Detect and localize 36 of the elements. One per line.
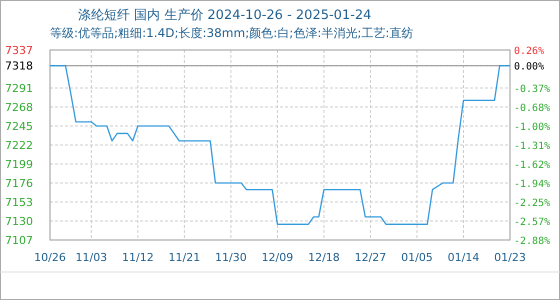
y2-tick-label: 0.00% bbox=[514, 62, 544, 73]
line-series bbox=[49, 65, 511, 225]
y-tick-label: 7130 bbox=[5, 215, 33, 228]
y-tick-label: 7245 bbox=[5, 120, 33, 133]
y-tick-label: 7222 bbox=[5, 139, 33, 152]
x-tick-label: 01/23 bbox=[494, 251, 526, 264]
y2-tick-label: -1.62% bbox=[514, 160, 550, 171]
y2-tick-label: -1.00% bbox=[514, 122, 550, 134]
x-tick-label: 10/26 bbox=[34, 251, 66, 264]
y2-tick-label: 0.26% bbox=[514, 46, 544, 57]
x-tick-label: 12/27 bbox=[354, 251, 386, 264]
x-tick-label: 11/21 bbox=[168, 251, 200, 264]
y2-tick-label: -2.25% bbox=[514, 198, 550, 209]
y-tick-label: 7318 bbox=[5, 60, 33, 73]
y-tick-label: 7291 bbox=[5, 82, 33, 95]
y-tick-label: 7268 bbox=[5, 101, 33, 114]
y-tick-label: 7153 bbox=[5, 196, 33, 209]
x-tick-label: 12/18 bbox=[308, 251, 340, 264]
y2-tick-label: -0.37% bbox=[514, 84, 550, 96]
y-tick-label: 7337 bbox=[5, 44, 33, 57]
y2-tick-label: -2.57% bbox=[514, 217, 550, 228]
y2-tick-label: -1.94% bbox=[514, 179, 550, 190]
x-tick-label: 01/14 bbox=[448, 251, 480, 264]
y-tick-label: 7199 bbox=[5, 158, 33, 171]
chart-subtitle: 等级:优等品;粗细:1.4D;长度:38mm;颜色:白;色泽:半消光;工艺:直纺 bbox=[50, 26, 414, 40]
y-tick-label: 7176 bbox=[5, 177, 33, 190]
chart-title: 涤纶短纤 国内 生产价 2024-10-26 - 2025-01-24 bbox=[78, 8, 372, 23]
y-tick-label: 7107 bbox=[5, 234, 33, 247]
x-tick-label: 01/05 bbox=[401, 251, 433, 264]
x-tick-label: 11/30 bbox=[215, 251, 247, 264]
y2-tick-label: -2.88% bbox=[514, 236, 550, 247]
y2-tick-label: -0.68% bbox=[514, 102, 550, 114]
y2-tick-label: -1.31% bbox=[514, 141, 550, 152]
x-tick-label: 11/03 bbox=[75, 251, 108, 264]
x-tick-label: 12/09 bbox=[262, 251, 294, 264]
x-tick-label: 11/12 bbox=[122, 251, 154, 264]
